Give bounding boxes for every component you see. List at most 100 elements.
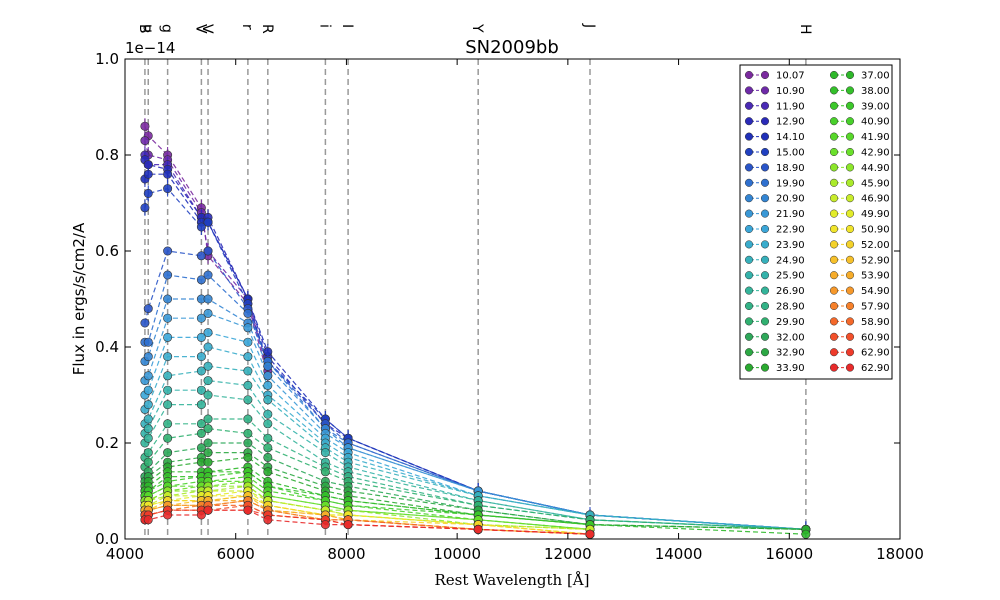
data-point	[263, 467, 273, 477]
legend-label: 14.10	[776, 132, 805, 143]
data-point	[196, 510, 206, 520]
data-point	[320, 467, 330, 477]
data-point	[243, 352, 253, 362]
filter-label: I	[339, 24, 355, 28]
data-point	[163, 400, 173, 410]
x-tick-label: 18000	[876, 545, 924, 563]
legend-marker	[829, 224, 839, 234]
legend-label: 42.90	[861, 148, 890, 159]
legend-marker	[829, 301, 839, 311]
legend-marker	[744, 163, 754, 172]
legend-label: 15.00	[776, 148, 805, 159]
legend-marker	[744, 194, 754, 203]
data-point	[243, 414, 253, 424]
series-line	[144, 312, 806, 530]
data-point	[263, 409, 273, 419]
filter-label: u	[139, 24, 155, 33]
y-tick-label: 0.2	[95, 434, 119, 452]
series-line	[144, 418, 806, 530]
legend-label: 52.00	[861, 240, 890, 251]
legend-marker	[845, 286, 855, 295]
legend-marker	[845, 348, 855, 357]
legend-marker	[829, 286, 839, 295]
legend-marker	[744, 240, 754, 249]
series-line	[144, 480, 591, 530]
data-point	[143, 400, 153, 410]
legend-label: 39.00	[861, 101, 890, 112]
data-point	[243, 452, 253, 462]
series-line	[144, 471, 591, 526]
data-point	[203, 308, 213, 318]
data-point	[203, 390, 213, 400]
y-tick-label: 0.0	[95, 530, 119, 548]
data-point	[140, 136, 150, 146]
data-point	[163, 169, 173, 179]
legend-marker	[744, 101, 754, 110]
legend-label: 37.00	[861, 71, 890, 82]
legend-label: 52.90	[861, 255, 890, 266]
legend-marker	[845, 255, 855, 264]
data-point	[243, 428, 253, 438]
x-tick-label: 10000	[433, 545, 481, 563]
data-point	[163, 385, 173, 395]
data-point	[163, 352, 173, 362]
data-point	[163, 332, 173, 342]
data-point	[143, 515, 153, 525]
legend-marker	[760, 101, 770, 110]
legend-marker	[760, 147, 770, 157]
legend-label: 20.90	[776, 194, 805, 205]
data-point	[243, 366, 253, 376]
filter-label: R	[259, 24, 275, 34]
data-point	[163, 433, 173, 443]
legend-marker	[829, 117, 839, 126]
legend-label: 50.90	[861, 225, 890, 236]
data-point	[203, 414, 213, 424]
legend-label: 32.90	[776, 348, 805, 359]
legend-marker	[829, 178, 839, 187]
legend-marker	[760, 224, 770, 234]
data-point	[196, 443, 206, 453]
data-point	[143, 188, 153, 198]
series-line	[144, 159, 806, 530]
series-line	[144, 365, 806, 530]
legend-marker	[845, 132, 855, 141]
data-point	[196, 275, 206, 285]
legend-marker	[845, 317, 855, 326]
legend-label: 18.90	[776, 163, 805, 174]
legend-marker	[744, 224, 754, 234]
plot-frame	[124, 58, 901, 540]
legend-marker	[829, 348, 839, 357]
legend-marker	[760, 117, 770, 126]
data-point	[163, 419, 173, 429]
legend-marker	[845, 117, 855, 126]
legend-marker	[744, 178, 754, 187]
legend-marker	[829, 209, 839, 218]
data-point	[263, 361, 273, 371]
data-point	[263, 515, 273, 525]
data-point	[203, 270, 213, 280]
legend-label: 38.00	[861, 86, 890, 97]
x-axis-label: Rest Wavelength [Å]	[434, 571, 589, 589]
legend-label: 58.90	[861, 317, 890, 328]
legend-marker	[845, 271, 855, 280]
legend-label: 40.90	[861, 117, 890, 128]
legend-marker	[845, 101, 855, 110]
legend-label: 33.90	[776, 363, 805, 374]
legend-marker	[760, 363, 770, 372]
legend-label: 21.90	[776, 209, 805, 220]
legend-marker	[845, 301, 855, 311]
data-point	[140, 121, 150, 131]
legend-marker	[845, 163, 855, 172]
legend-label: 10.07	[776, 71, 805, 82]
legend-marker	[760, 317, 770, 326]
data-point	[203, 438, 213, 448]
data-point	[196, 332, 206, 342]
filter-label: J	[581, 23, 597, 28]
legend-marker	[744, 271, 754, 280]
data-point	[196, 313, 206, 323]
y-tick-label: 0.8	[95, 146, 119, 164]
data-point	[143, 457, 153, 467]
data-point	[163, 270, 173, 280]
